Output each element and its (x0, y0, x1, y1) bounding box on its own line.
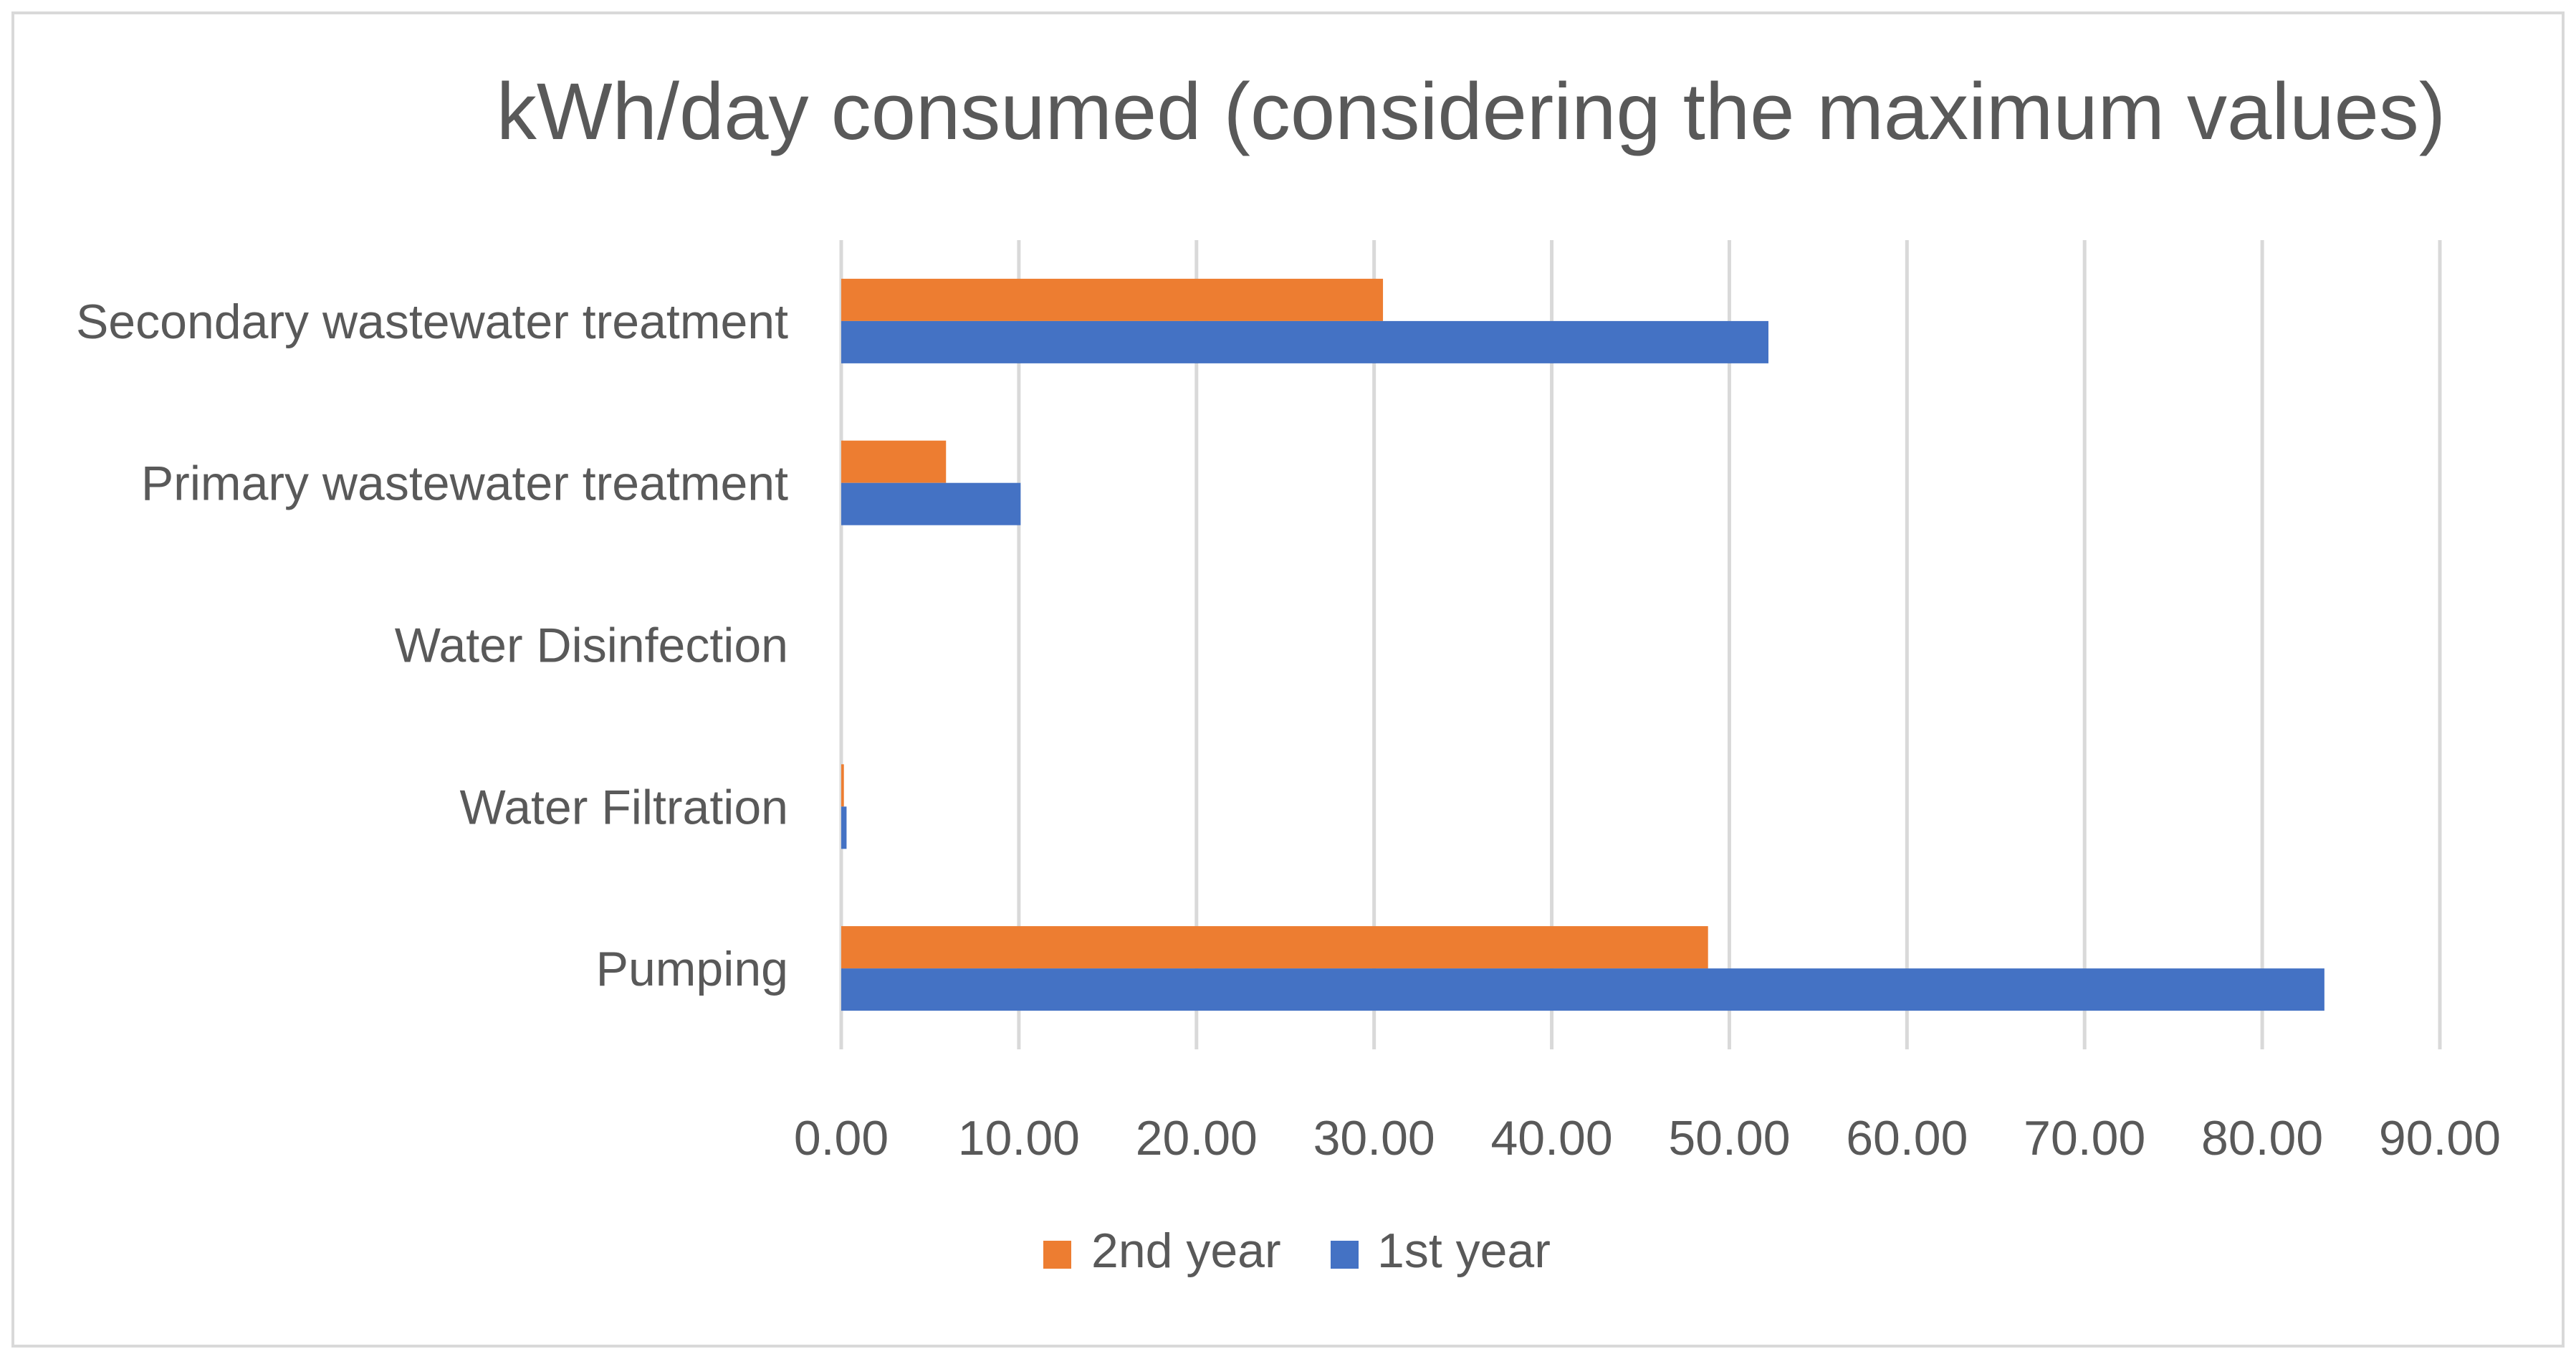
bar-2nd-year-primary-wastewater-treatment (841, 440, 947, 483)
x-tick-label-50-00: 50.00 (1668, 1111, 1790, 1165)
chart-title: kWh/day consumed (considering the maximu… (497, 67, 2446, 156)
bar-1st-year-secondary-wastewater-treatment (841, 320, 1768, 363)
category-axis-labels: Pumping Water Filtration Water Disinfectio… (76, 295, 788, 996)
legend-swatch-2nd-year (1043, 1241, 1071, 1269)
category-label-primary-wastewater-treatment: Primary wastewater treatment (141, 457, 788, 511)
bar-2nd-year-pumping (841, 926, 1708, 969)
category-label-water-filtration: Water Filtration (460, 780, 788, 834)
legend-swatch-1st-year (1331, 1241, 1359, 1269)
gridlines (839, 240, 2442, 1049)
x-tick-label-40-00: 40.00 (1490, 1111, 1612, 1165)
x-tick-label-10-00: 10.00 (958, 1111, 1080, 1165)
legend-label-2nd-year: 2nd year (1091, 1224, 1281, 1278)
legend-label-1st-year: 1st year (1377, 1224, 1551, 1278)
value-axis-labels: 0.00 10.00 20.00 30.00 40.00 50.00 60.00 70.00 8… (794, 1111, 2501, 1165)
bar-1st-year-water-filtration (841, 806, 847, 849)
category-label-water-disinfection: Water Disinfection (395, 619, 788, 673)
category-label-pumping: Pumping (596, 942, 788, 996)
bars (841, 278, 2324, 1011)
bar-2nd-year-water-filtration (841, 764, 844, 807)
chart-frame (11, 11, 2565, 1348)
x-tick-label-20-00: 20.00 (1136, 1111, 1258, 1165)
bar-1st-year-pumping (841, 968, 2324, 1011)
category-label-secondary-wastewater-treatment: Secondary wastewater treatment (76, 295, 788, 349)
x-tick-label-90-00: 90.00 (2379, 1111, 2501, 1165)
bar-2nd-year-secondary-wastewater-treatment (841, 278, 1384, 321)
bar-1st-year-primary-wastewater-treatment (841, 482, 1021, 525)
x-tick-label-30-00: 30.00 (1313, 1111, 1435, 1165)
x-tick-label-0-00: 0.00 (794, 1111, 889, 1165)
x-tick-label-70-00: 70.00 (2024, 1111, 2145, 1165)
x-tick-label-60-00: 60.00 (1846, 1111, 1968, 1165)
x-tick-label-80-00: 80.00 (2201, 1111, 2323, 1165)
legend: 2nd year 1st year (1043, 1224, 1551, 1278)
